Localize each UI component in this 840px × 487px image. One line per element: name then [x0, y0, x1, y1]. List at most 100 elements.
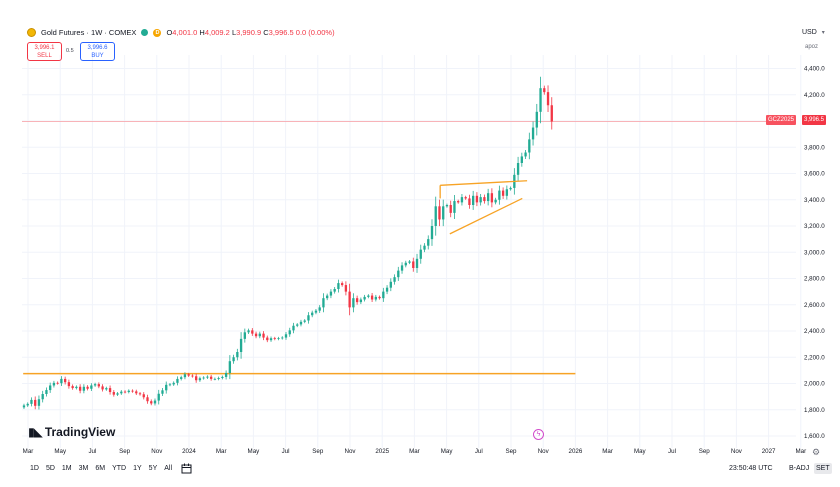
candle-body — [307, 315, 310, 321]
currency-selector[interactable]: USD ▾ — [802, 29, 825, 36]
triangle-pattern[interactable] — [439, 180, 528, 235]
candle-body — [344, 285, 348, 292]
sell-button[interactable]: 3,996.1 SELL — [27, 42, 62, 61]
candle-body — [224, 373, 228, 377]
candle-body — [397, 270, 400, 278]
grid — [22, 55, 802, 448]
candle-body — [460, 197, 464, 203]
candle-body — [520, 156, 523, 163]
unit-label[interactable]: apoz — [805, 44, 819, 50]
range-buttons: 1D 5D 1M 3M 6M YTD 1Y 5Y All — [30, 465, 172, 472]
candle-body — [41, 394, 44, 400]
candle-body — [288, 330, 291, 335]
candle-body — [546, 92, 550, 106]
x-tick-label: Sep — [119, 448, 131, 455]
candle-body — [333, 289, 336, 292]
candle-body — [221, 376, 224, 378]
x-tick-label: May — [248, 448, 261, 455]
candle-body — [535, 111, 538, 128]
x-tick-label: Jul — [88, 448, 96, 455]
candle-body — [112, 392, 115, 395]
range-5d[interactable]: 5D — [45, 465, 55, 472]
candle-body — [475, 195, 479, 203]
candle-body — [438, 206, 441, 220]
candle-body — [101, 386, 104, 390]
ohlc-values: O4,001.0 H4,009.2 L3,990.9 C3,996.5 0.0 … — [166, 28, 335, 37]
candle-body — [26, 403, 29, 406]
tradingview-logo[interactable]: ▮◣ TradingView — [28, 425, 115, 439]
range-5y[interactable]: 5Y — [148, 465, 158, 472]
range-ytd[interactable]: YTD — [112, 465, 127, 472]
candle-body — [71, 386, 74, 389]
triangle-upper-line[interactable] — [440, 180, 528, 186]
candle-body — [400, 265, 404, 271]
gold-symbol-icon — [27, 28, 36, 37]
x-axis[interactable]: Mar May Jul Sep Nov 2024 Mar May Jul Sep Nov 2025 Ma… — [23, 448, 806, 455]
candle-body — [486, 193, 490, 202]
range-6m[interactable]: 6M — [95, 465, 106, 472]
range-1m[interactable]: 1M — [61, 465, 72, 472]
candle-body — [45, 390, 48, 394]
candle-body — [266, 337, 269, 341]
candle-body — [120, 391, 123, 394]
candle-body — [408, 261, 411, 263]
buy-button[interactable]: 3,996.6 BUY — [80, 42, 115, 61]
symbol-title[interactable]: Gold Futures · 1W · COMEX — [41, 28, 137, 37]
candle-body — [427, 239, 430, 246]
candle-body — [30, 399, 33, 404]
range-3m[interactable]: 3M — [78, 465, 89, 472]
candle-body — [498, 190, 501, 200]
candle-body — [108, 388, 112, 393]
bottom-toolbar: 1D 5D 1M 3M 6M YTD 1Y 5Y All 23:50:48 UT… — [0, 460, 840, 478]
market-status-icon — [141, 29, 149, 36]
x-tick-label: Mar — [23, 448, 34, 455]
calendar-goto-icon[interactable] — [181, 463, 192, 474]
candle-body — [277, 338, 280, 340]
x-tick-label: Sep — [312, 448, 324, 455]
range-1y[interactable]: 1Y — [133, 465, 142, 472]
candle-body — [187, 374, 190, 376]
adjustment-toggle[interactable]: B-ADJ — [789, 465, 810, 472]
candle-body — [531, 127, 535, 140]
y-tick-label: 3,000.0 — [804, 249, 825, 256]
candle-body — [97, 384, 101, 387]
candle-body — [389, 281, 392, 288]
x-tick-label: Jul — [668, 448, 676, 455]
y-tick-label: 3,400.0 — [804, 197, 825, 204]
x-tick-label: Sep — [505, 448, 517, 455]
utc-clock[interactable]: 23:50:48 UTC — [729, 465, 773, 472]
candle-body — [340, 283, 344, 286]
candle-body — [352, 298, 355, 308]
candle-body — [528, 139, 531, 153]
candle-body — [430, 226, 434, 240]
gear-icon[interactable]: ⚙ — [812, 447, 821, 457]
candle-body — [292, 325, 295, 331]
buy-label: BUY — [91, 53, 104, 59]
x-tick-label: Nov — [538, 448, 550, 455]
session-toggle[interactable]: SET — [814, 463, 832, 474]
range-1d[interactable]: 1D — [30, 465, 39, 472]
x-tick-label: May — [634, 448, 647, 455]
x-tick-label: Jul — [282, 448, 290, 455]
candle-body — [243, 332, 246, 339]
lightning-icon[interactable]: ϟ — [533, 429, 544, 440]
x-tick-label: Nov — [151, 448, 163, 455]
y-tick-label: 2,600.0 — [804, 302, 825, 309]
candle-body — [172, 382, 175, 385]
candle-body — [442, 206, 445, 220]
candle-body — [374, 296, 378, 300]
candle-body — [232, 357, 235, 362]
candle-body — [415, 258, 419, 268]
candle-body — [479, 197, 482, 203]
candle-body — [67, 382, 71, 387]
candle-body — [281, 337, 284, 339]
range-all[interactable]: All — [164, 465, 173, 472]
x-tick-label: Mar — [795, 448, 806, 455]
x-tick-label: Mar — [602, 448, 613, 455]
candle-body — [457, 201, 460, 203]
candle-body — [123, 391, 127, 393]
triangle-lower-line[interactable] — [449, 197, 523, 235]
tv-logo-icon: ▮◣ — [28, 425, 43, 439]
candle-body — [217, 377, 220, 379]
